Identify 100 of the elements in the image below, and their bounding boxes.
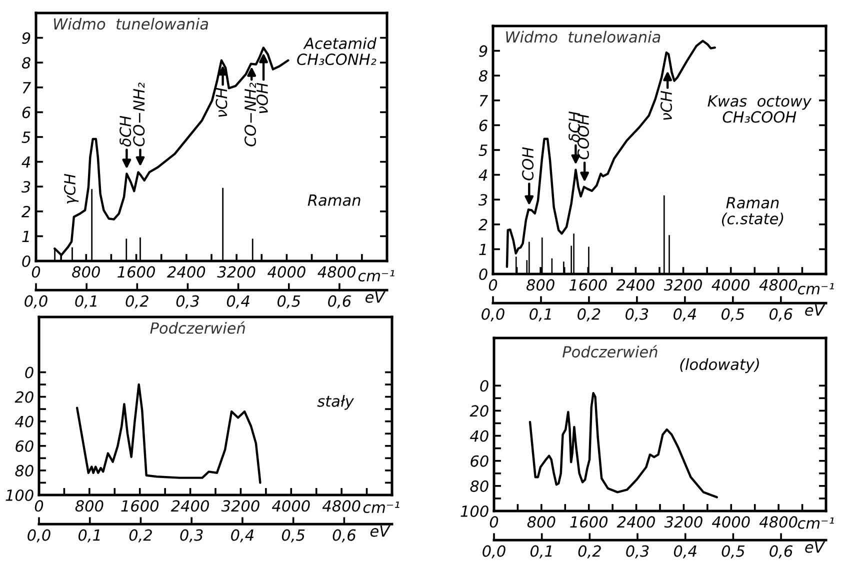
x-axis-title: cm⁻¹ [798,517,834,529]
x2-tick-label: 0,0 [28,529,50,542]
annotation: Kwas octowy CH₃COOH [708,95,812,123]
y-tick-label: 5 [478,144,488,156]
x-tick-label: 4800 [318,266,356,278]
x-tick-label: 800 [72,266,100,278]
x2-axis-title: eV [370,525,390,537]
x-tick-label: 3200 [217,266,256,278]
x-tick-label: 4000 [272,500,310,512]
x2-tick-label: 0,5 [722,308,744,322]
x2-axis-title: eV [805,304,826,316]
annotation: δCH [120,116,132,146]
x2-axis-title: eV [365,291,386,303]
annotation: stały [317,395,354,410]
y-tick-label: 1 [479,244,486,256]
x-tick-label: 0 [490,516,498,528]
x-tick-label: 3200 [664,279,702,291]
x2-tick-label: 0,3 [180,529,203,542]
x-tick-label: 1600 [569,279,607,291]
x2-tick-label: 0,5 [282,529,305,542]
x-tick-label: 0 [488,279,498,291]
x2-tick-label: 0,4 [226,295,250,308]
y-tick-label: 60 [16,440,34,452]
x-axis-title: cm⁻¹ [798,283,834,295]
x-tick-label: 2400 [616,279,654,291]
x2-tick-label: 0,0 [482,545,506,558]
x2-tick-label: 0,2 [578,308,600,322]
y-tick-label: 5 [22,132,30,144]
x2-tick-label: 0,1 [530,545,552,558]
x2-axis-title: eV [805,541,826,553]
y-tick-label: 0 [480,380,488,392]
x2-tick-label: 0,4 [231,529,254,542]
x2-tick-label: 0,0 [482,308,504,322]
y-tick-label: 6 [22,106,30,118]
x-tick-label: 2400 [616,516,655,528]
x-tick-label: 3200 [221,500,260,512]
y-tick-label: 100 [6,489,34,502]
y-tick-label: 20 [14,391,34,403]
x2-tick-label: 0,6 [770,545,793,558]
line-series [54,46,290,256]
chart-title: Widmo tunelowania [54,18,208,30]
y-tick-label: 6 [479,120,488,132]
y-tick-label: 9 [479,45,488,57]
x-tick-label: 800 [527,516,556,528]
annotation: γCH [64,174,78,204]
x-tick-label: 3200 [664,516,702,528]
y-tick-label: 60 [470,455,488,467]
chart-title: Widmo tunelowania [506,30,660,43]
x2-tick-label: 0,2 [129,529,152,542]
y-tick-label: 7 [22,82,31,94]
x2-tick-label: 0,5 [277,295,300,308]
line-series [528,392,718,498]
x2-tick-label: 0,0 [24,295,48,308]
y-tick-label: 8 [22,57,30,69]
annotation: νCH [216,88,228,117]
x2-tick-label: 0,3 [626,308,648,322]
y-tick-label: 7 [480,95,488,106]
chart-title: Podczerwień [562,345,658,358]
y-tick-label: 3 [478,194,488,206]
x2-tick-label: 0,6 [328,295,351,308]
annotation: Raman (c.state) [722,197,784,226]
y-tick-label: 1 [22,230,29,242]
y-tick-label: 0 [22,255,30,268]
y-tick-label: 3 [21,181,30,193]
x2-tick-label: 0,1 [78,529,100,542]
annotation: CO−NH₂ [244,82,256,146]
y-tick-label: 2 [478,218,488,230]
x2-tick-label: 0,3 [176,295,199,308]
annotation: COH [522,147,534,180]
x-tick-label: 1600 [121,500,159,512]
y-tick-label: 40 [470,430,488,442]
annotation: νCH [660,90,672,120]
x-tick-label: 4800 [322,500,360,512]
x2-tick-label: 0,1 [75,295,96,308]
x-tick-label: 0 [34,500,44,512]
x-axis-title: cm⁻¹ [358,270,394,282]
x-tick-label: 800 [526,279,554,291]
x-tick-label: 4800 [759,516,798,528]
x-tick-label: 4000 [268,266,306,278]
y-tick-label: 4 [22,156,30,168]
x2-tick-label: 0,6 [332,529,356,542]
x-tick-label: 1600 [570,516,608,528]
x2-tick-label: 0,3 [626,545,649,558]
chart-title: Podczerwień [150,321,245,334]
y-tick-label: 100 [460,505,488,518]
x-tick-label: 4000 [712,516,750,528]
line-series [76,383,262,484]
y-tick-label: 4 [478,169,488,181]
y-tick-label: 80 [15,464,34,476]
x-tick-label: 4800 [759,279,798,291]
annotation: Acetamid CH₃CONH₂ [297,37,377,66]
y-tick-label: 0 [25,366,34,378]
x-tick-label: 4000 [712,279,750,291]
x2-tick-label: 0,6 [770,308,792,322]
y-tick-label: 9 [22,32,30,44]
x-axis-title: cm⁻¹ [363,502,400,514]
y-tick-label: 40 [14,416,34,428]
y-tick-label: 2 [21,206,30,218]
x-tick-label: 2400 [167,266,206,278]
annotation: Raman [308,194,360,206]
